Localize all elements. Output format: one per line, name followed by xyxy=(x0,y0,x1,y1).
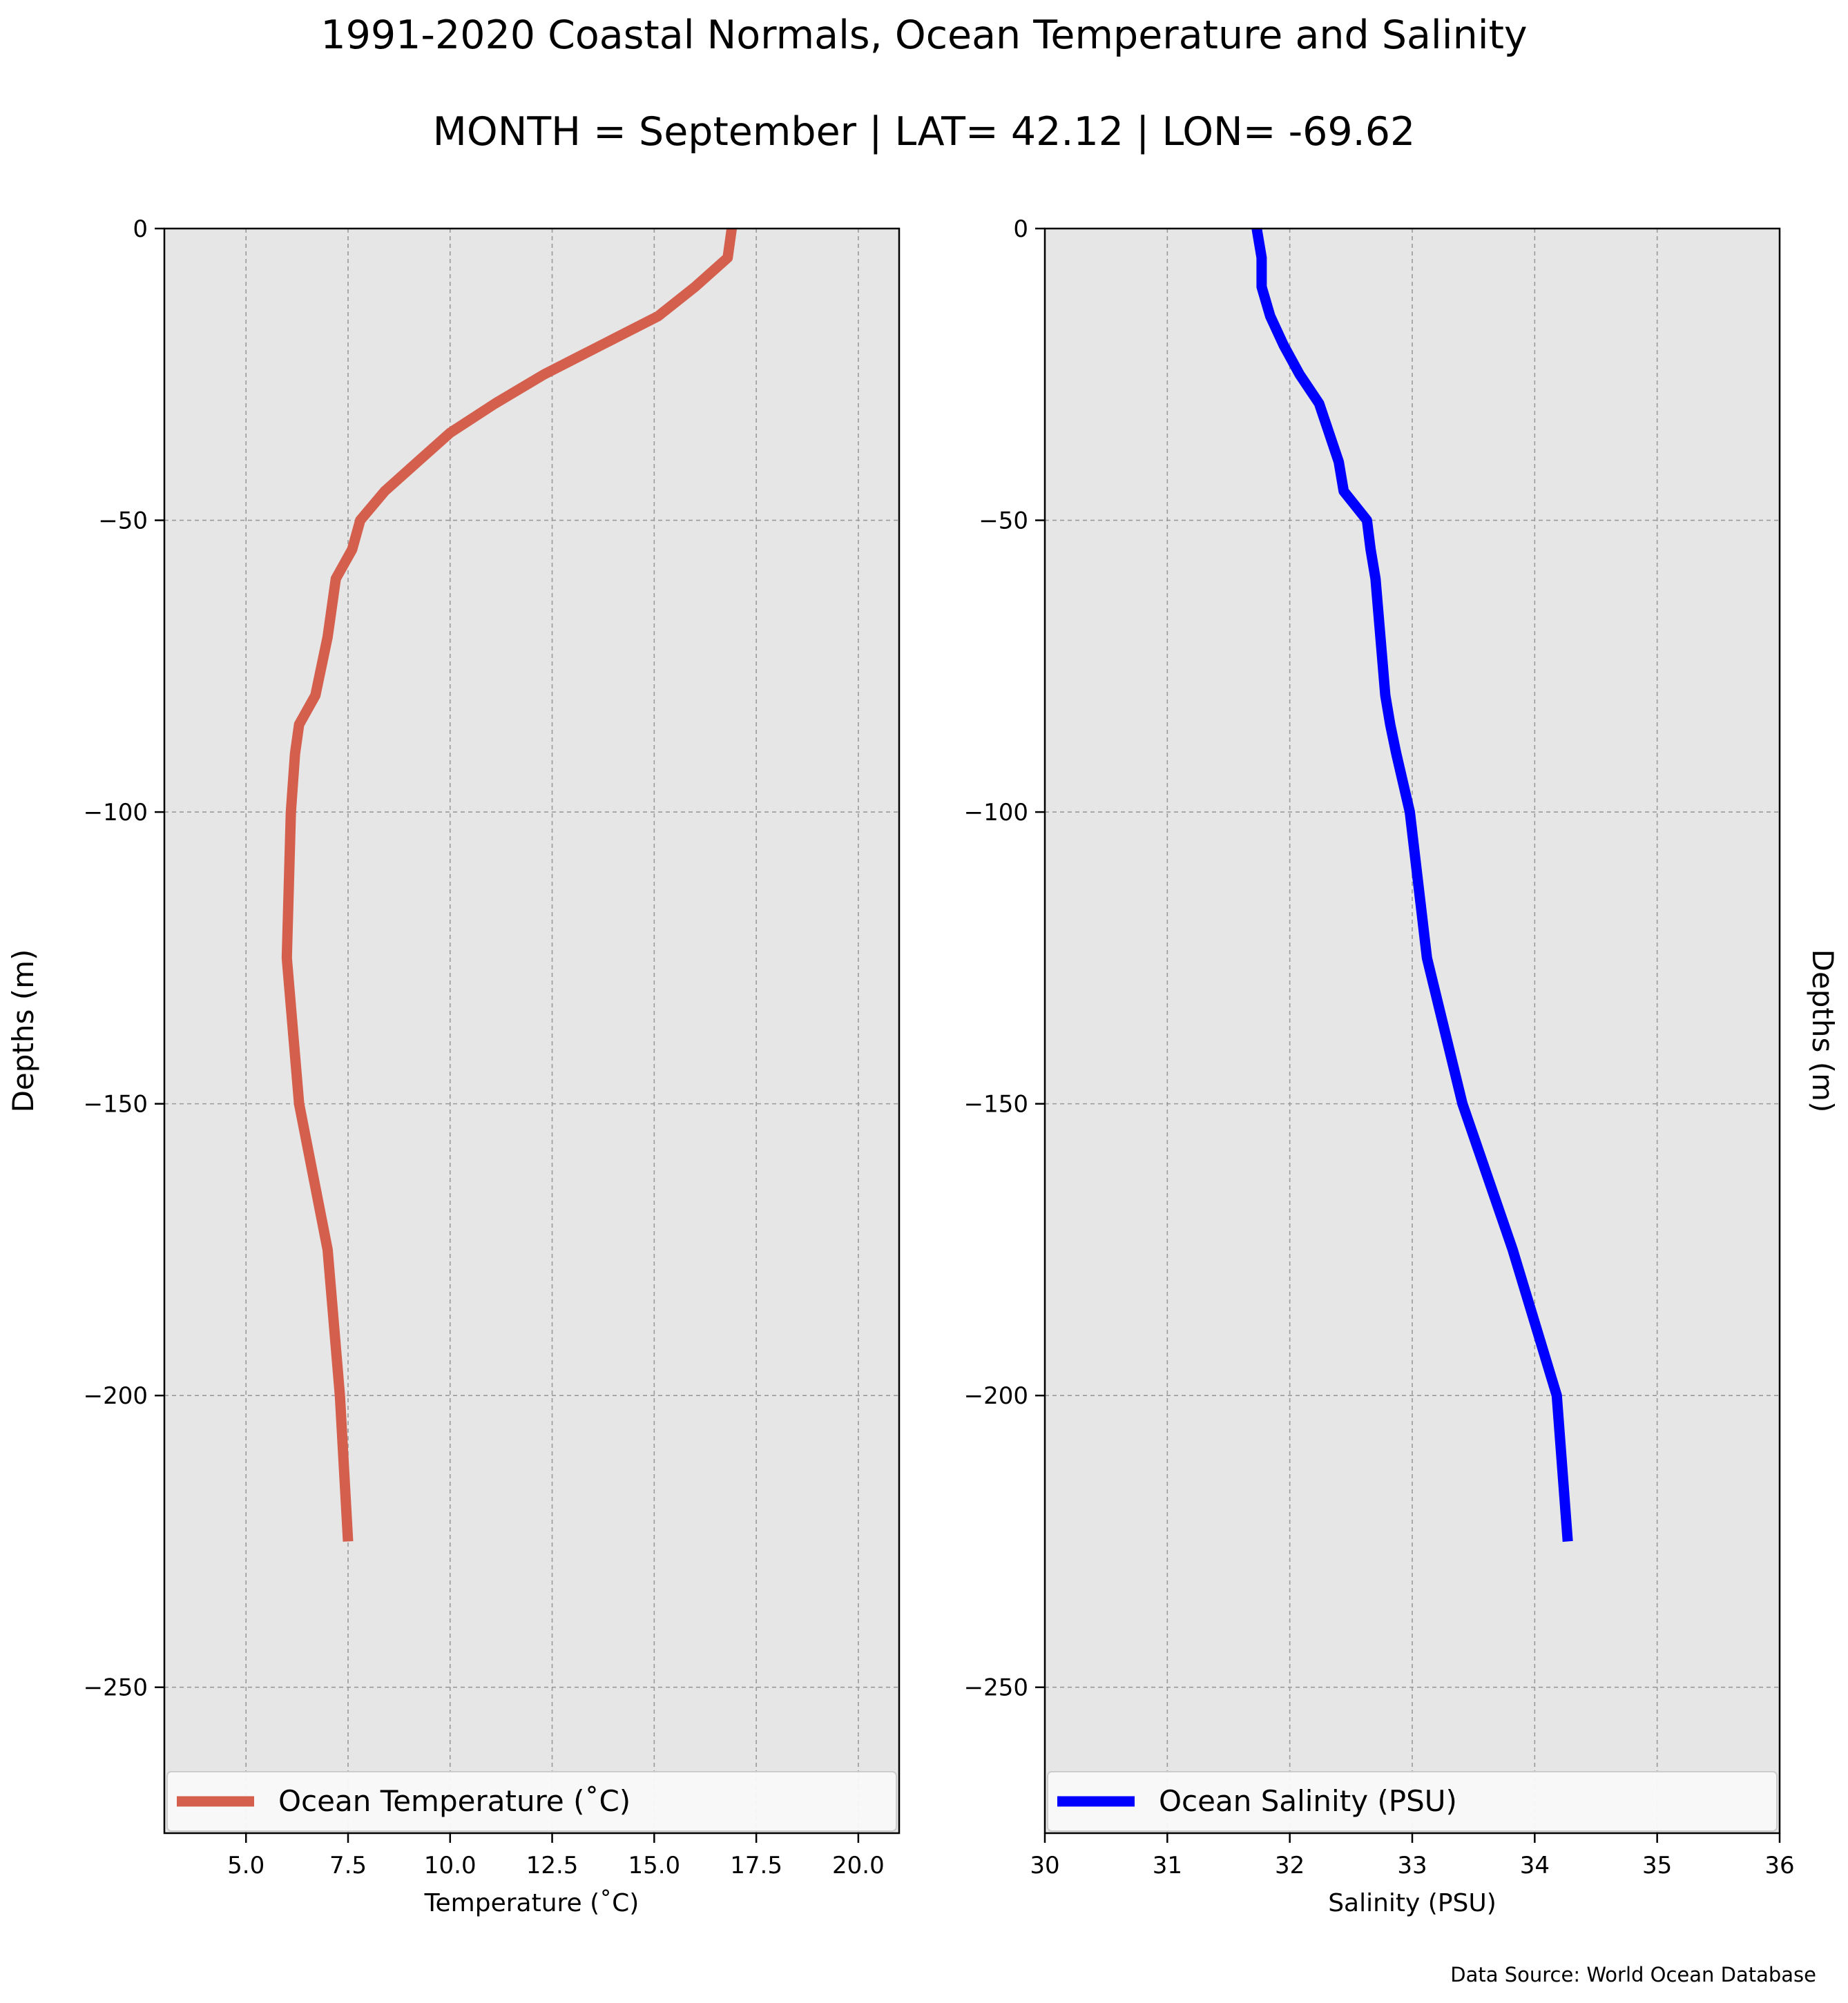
x-tick-label: 10.0 xyxy=(424,1852,477,1879)
chart-subtitle: MONTH = September | LAT= 42.12 | LON= -6… xyxy=(433,109,1416,155)
y-tick-label: −200 xyxy=(964,1382,1028,1410)
y-tick-label: −150 xyxy=(964,1091,1028,1119)
temperature-panel: 5.0 7.5 10.0 12.5 15.0 17.5 20.0 0 −50 −100 −150 −2… xyxy=(6,215,901,1917)
x-tick-label: 12.5 xyxy=(526,1852,579,1879)
y-tick-label: 0 xyxy=(1013,215,1028,243)
source-note: Data Source: World Ocean Database xyxy=(1450,1963,1816,1986)
x-tick-label: 15.0 xyxy=(628,1852,680,1879)
legend-box xyxy=(1047,1771,1778,1832)
x-tick-label: 30 xyxy=(1030,1852,1059,1879)
x-tick-label: 5.0 xyxy=(227,1852,264,1879)
legend-box xyxy=(166,1771,897,1832)
y-tick-label: −100 xyxy=(964,799,1028,826)
y-tick-label: 0 xyxy=(133,215,148,243)
y-tick-label: −100 xyxy=(84,799,148,826)
legend-label: Ocean Salinity (PSU) xyxy=(1159,1784,1457,1818)
chart-title: 1991-2020 Coastal Normals, Ocean Tempera… xyxy=(320,12,1527,58)
y-tick-label: −250 xyxy=(964,1674,1028,1702)
x-tick-label: 36 xyxy=(1764,1852,1794,1879)
x-tick-label: 20.0 xyxy=(832,1852,885,1879)
y-tick-label: −200 xyxy=(84,1382,148,1410)
x-tick-label: 32 xyxy=(1275,1852,1305,1879)
salinity-panel: 30 31 32 33 34 35 36 0 −50 −100 −150 −200 −250 Salini… xyxy=(964,215,1840,1917)
y-tick-label: −50 xyxy=(979,507,1028,535)
temp-x-axis-label: Temperature (˚C) xyxy=(424,1889,639,1917)
y-tick-label: −150 xyxy=(84,1091,148,1119)
temp-legend: Ocean Temperature (˚C) xyxy=(166,1771,897,1832)
x-tick-label: 31 xyxy=(1153,1852,1182,1879)
sal-y-axis-label: Depths (m) xyxy=(1806,949,1840,1113)
temp-y-axis-label: Depths (m) xyxy=(6,949,40,1113)
x-tick-label: 35 xyxy=(1642,1852,1672,1879)
axes-frame xyxy=(163,227,901,1835)
y-tick-label: −50 xyxy=(98,507,148,535)
plot-area xyxy=(164,229,899,1833)
x-tick-label: 34 xyxy=(1520,1852,1550,1879)
sal-x-axis-label: Salinity (PSU) xyxy=(1328,1889,1496,1917)
legend-label: Ocean Temperature (˚C) xyxy=(278,1784,631,1818)
x-tick-label: 17.5 xyxy=(730,1852,782,1879)
y-tick-label: −250 xyxy=(84,1674,148,1702)
sal-legend: Ocean Salinity (PSU) xyxy=(1047,1771,1778,1832)
x-tick-label: 33 xyxy=(1397,1852,1427,1879)
plot-area xyxy=(1045,229,1780,1833)
x-tick-label: 7.5 xyxy=(329,1852,367,1879)
